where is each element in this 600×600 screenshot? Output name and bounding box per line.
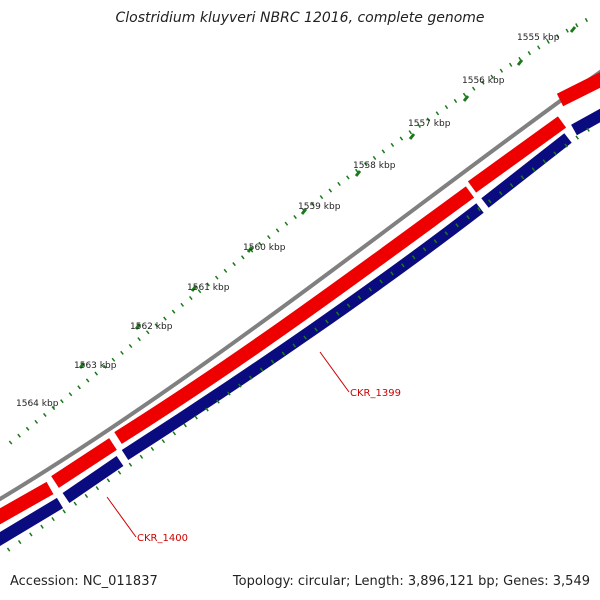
accession-text: Accession: NC_011837 [10,574,158,589]
major-tick [300,208,308,215]
tick-label: 1558 kbp [353,161,396,171]
tick-label: 1560 kbp [243,243,286,253]
tick-label: 1564 kbp [16,399,59,409]
major-ticks [78,26,577,369]
reverse-strand-track [0,108,600,546]
gene-label-leader [106,496,137,538]
major-tick [190,285,198,292]
tick-label: 1563 kbp [74,361,117,371]
gene-arrow-reverse [571,108,600,136]
forward-strand-track [0,72,600,525]
gene-arrow-forward [51,438,117,488]
gene-label-ckr-1399[interactable]: CKR_1399 [350,388,401,399]
major-tick [78,362,86,369]
gene-label-leader [319,351,350,393]
tick-label: 1559 kbp [298,202,341,212]
major-tick [516,59,524,66]
gene-arrow-reverse [121,203,484,461]
major-tick [354,170,362,177]
map-title: Clostridium kluyveri NBRC 12016, complet… [115,10,485,26]
gene-arrow-reverse [62,456,124,503]
tick-label: 1555 kbp [517,33,560,43]
gene-arrow-forward [114,186,475,444]
major-tick [408,133,416,140]
tick-label: 1561 kbp [187,283,230,293]
major-tick [569,26,577,33]
gene-arrow-reverse [0,497,64,546]
genome-backbone [0,69,600,502]
tick-label: 1562 kbp [130,322,173,332]
tick-label: 1556 kbp [462,76,505,86]
gene-arrow-reverse [481,133,572,208]
gene-label-ckr-1400[interactable]: CKR_1400 [137,533,188,544]
gene-arrow-forward [556,72,600,107]
major-tick [462,95,470,102]
gene-arrow-forward [467,116,567,193]
gene-arrow-forward [0,481,54,525]
tick-labels: 1555 kbp 1556 kbp 1557 kbp 1558 kbp 1559… [16,33,560,409]
major-tick [246,246,254,253]
topology-summary-text: Topology: circular; Length: 3,896,121 bp… [232,574,590,589]
major-tick [134,323,142,330]
tick-label: 1557 kbp [408,119,451,129]
